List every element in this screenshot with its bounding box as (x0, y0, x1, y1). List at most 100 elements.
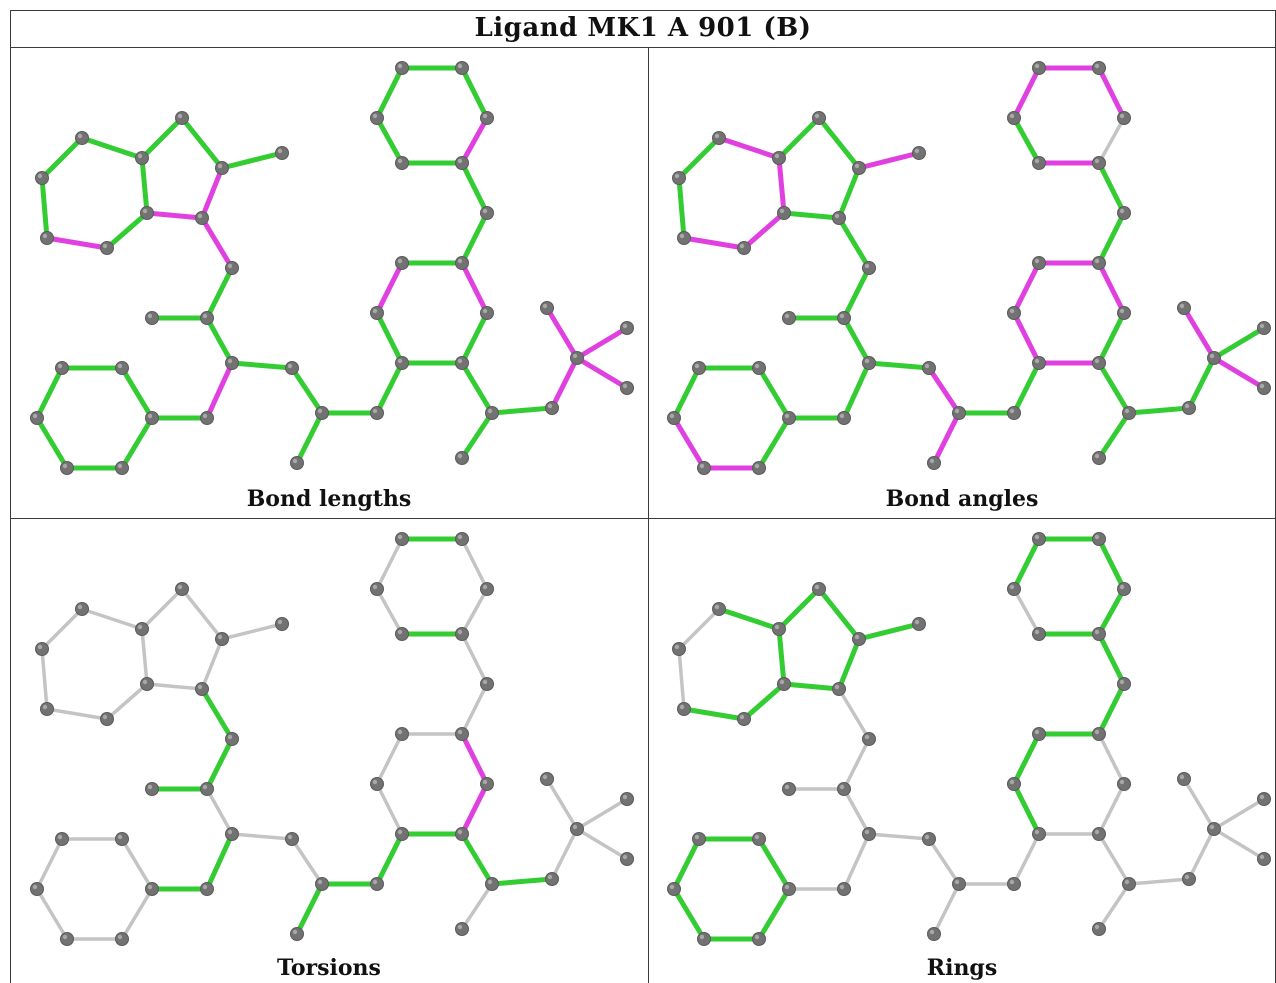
bond (294, 881, 325, 937)
atom (1117, 111, 1131, 125)
bond (375, 782, 404, 836)
bond (550, 827, 579, 881)
bond (1012, 587, 1041, 636)
atom-highlight (1094, 829, 1100, 835)
atom (1092, 922, 1106, 936)
atom (1177, 772, 1191, 786)
atom-highlight (669, 413, 675, 419)
bond (1011, 65, 1042, 121)
molecule-diagram (30, 532, 634, 946)
atom-highlight (397, 258, 403, 264)
atom-highlight (482, 779, 488, 785)
atom-highlight (914, 619, 920, 625)
atom-highlight (117, 463, 123, 469)
atom (697, 461, 711, 475)
atom-highlight (699, 934, 705, 940)
bond (856, 621, 922, 642)
atom-highlight (482, 208, 488, 214)
atom-highlight (1094, 924, 1100, 930)
bond (677, 647, 686, 711)
atom (1092, 156, 1106, 170)
bond (374, 65, 405, 121)
bond (204, 265, 235, 321)
bond (220, 622, 284, 641)
atom (832, 211, 846, 225)
bond (459, 831, 495, 887)
atom (667, 411, 681, 425)
atom-highlight (117, 363, 123, 369)
atom (570, 351, 584, 365)
bond (204, 831, 235, 892)
atom (1007, 306, 1021, 320)
atom (1092, 451, 1106, 465)
atom (545, 401, 559, 415)
atom-highlight (1034, 534, 1040, 540)
atom (290, 456, 304, 470)
bond (1096, 631, 1127, 687)
atom-highlight (1009, 879, 1015, 885)
atom (837, 782, 851, 796)
bond (460, 882, 494, 931)
atom-highlight (1259, 794, 1265, 800)
bond (460, 587, 489, 636)
atom-highlight (864, 263, 870, 269)
atom (455, 922, 469, 936)
atom-highlight (1184, 874, 1190, 880)
atom-highlight (699, 463, 705, 469)
atom (1092, 627, 1106, 641)
atom-highlight (1034, 729, 1040, 735)
atom (455, 627, 469, 641)
atom (927, 456, 941, 470)
atom (55, 361, 69, 375)
atom (370, 582, 384, 596)
atom-highlight (457, 158, 463, 164)
atom (195, 682, 209, 696)
atom (115, 832, 129, 846)
bond (681, 235, 747, 251)
bond (1096, 410, 1132, 461)
atom (195, 211, 209, 225)
bond (374, 831, 405, 887)
bond (1212, 797, 1266, 831)
atom (862, 261, 876, 275)
atom-highlight (864, 358, 870, 364)
atom (1117, 206, 1131, 220)
atom (395, 356, 409, 370)
atom (60, 461, 74, 475)
bond (1011, 310, 1042, 366)
atom-highlight (754, 834, 760, 840)
atom-highlight (679, 704, 685, 710)
atom (35, 642, 49, 656)
bond (544, 305, 580, 361)
atom (275, 146, 289, 160)
atom (480, 677, 494, 691)
bond (144, 210, 205, 221)
atom (135, 622, 149, 636)
bond (459, 210, 490, 266)
atom-highlight (839, 784, 845, 790)
atom (480, 306, 494, 320)
panel-caption: Rings (926, 955, 998, 981)
atom-highlight (277, 619, 283, 625)
atom (275, 617, 289, 631)
atom (1182, 401, 1196, 415)
bond (460, 632, 489, 686)
atom-highlight (774, 624, 780, 630)
atom (672, 642, 686, 656)
figure-title: Ligand MK1 A 901 (B) (474, 13, 812, 43)
atom (1092, 532, 1106, 546)
bond (1096, 586, 1127, 637)
bond (374, 260, 405, 316)
bond (34, 365, 65, 421)
atom-highlight (679, 233, 685, 239)
bond (837, 687, 871, 741)
atom-highlight (779, 208, 785, 214)
atom-highlight (487, 879, 493, 885)
atom (837, 882, 851, 896)
atom (1207, 822, 1221, 836)
atom-highlight (287, 834, 293, 840)
bond (671, 836, 702, 892)
panel-bond-lengths: Bond lengths (10, 48, 648, 518)
panel-caption: Bond angles (885, 486, 1039, 512)
atom-highlight (1179, 774, 1185, 780)
